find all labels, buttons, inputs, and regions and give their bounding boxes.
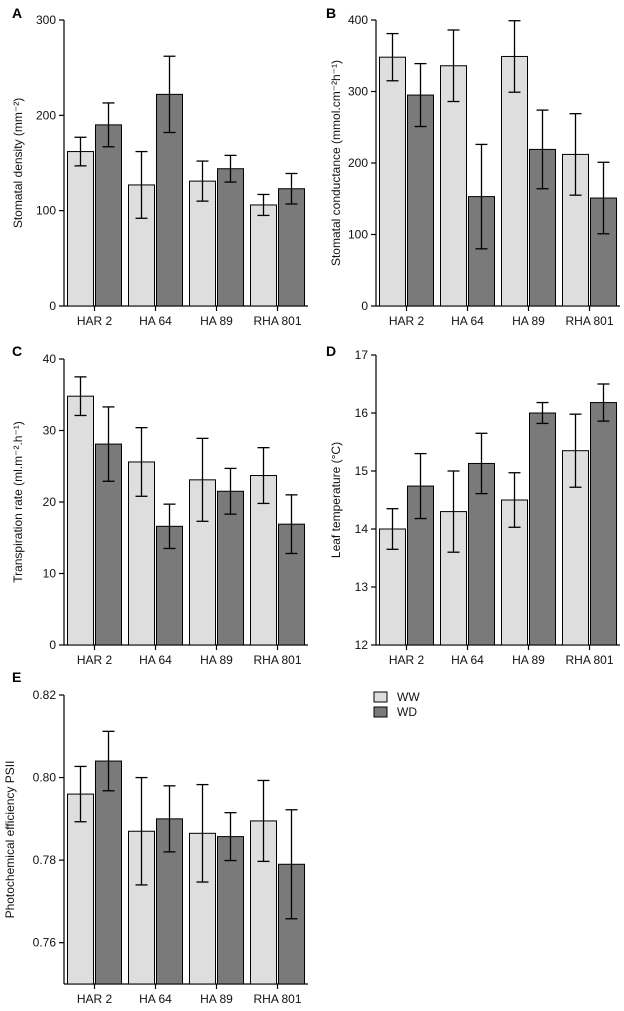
x-tick-label: HA 64 bbox=[451, 653, 484, 667]
x-tick-label: HA 64 bbox=[139, 653, 172, 667]
bar-wd bbox=[278, 188, 305, 307]
legend-swatch-ww bbox=[373, 691, 388, 703]
y-tick-label: 10 bbox=[43, 567, 57, 581]
panel-letter-d: D bbox=[326, 343, 336, 359]
bar-ww bbox=[189, 832, 216, 985]
legend-swatch-wd bbox=[373, 706, 388, 718]
chart-panel-c: C 0 10 20 30 40 Transpiration rate (ml.m⁻².h⁻¹… bbox=[11, 343, 308, 667]
bar-wd bbox=[217, 490, 244, 646]
y-tick-label: 0.80 bbox=[33, 771, 57, 785]
y-tick-label: 12 bbox=[355, 638, 369, 652]
y-tick-label: 200 bbox=[36, 108, 56, 122]
x-tick-label: HA 89 bbox=[512, 314, 545, 328]
y-axis-title: Stomatal density (mm⁻²) bbox=[11, 98, 25, 228]
chart-panel-a: A 0 100 200 300 Stomatal density (mm⁻²) HAR 2 H… bbox=[11, 5, 308, 328]
panel-letter-b: B bbox=[326, 5, 336, 21]
x-tick-label: RHA 801 bbox=[253, 992, 301, 1006]
bar-ww bbox=[67, 793, 94, 985]
panel-letter-e: E bbox=[12, 669, 21, 685]
bar-ww bbox=[128, 184, 155, 307]
y-axis-title: Transpiration rate (ml.m⁻².h⁻¹) bbox=[11, 421, 25, 583]
chart-panel-d: D 12 13 14 15 16 17 Leaf temperature (°C) HAR 2 H… bbox=[326, 343, 620, 667]
y-tick-label: 14 bbox=[355, 522, 369, 536]
x-tick-label: HA 64 bbox=[139, 314, 172, 328]
x-tick-label: HAR 2 bbox=[77, 314, 113, 328]
legend-label-wd: WD bbox=[397, 705, 417, 719]
y-tick-label: 0 bbox=[361, 299, 368, 313]
bar-wd bbox=[590, 402, 617, 646]
y-tick-label: 0 bbox=[49, 299, 56, 313]
x-tick-label: HA 89 bbox=[200, 314, 233, 328]
panel-letter-c: C bbox=[12, 343, 22, 359]
x-tick-label: HA 89 bbox=[200, 992, 233, 1006]
x-tick-label: HAR 2 bbox=[389, 653, 425, 667]
chart-panel-e: E 0.76 0.78 0.80 0.82 Photochemical efficienc… bbox=[3, 669, 308, 1006]
x-tick-label: HAR 2 bbox=[389, 314, 425, 328]
bar-wd bbox=[529, 412, 556, 646]
bar-wd bbox=[217, 168, 244, 307]
y-tick-label: 30 bbox=[43, 424, 57, 438]
x-tick-label: RHA 801 bbox=[565, 653, 613, 667]
x-tick-label: HA 89 bbox=[200, 653, 233, 667]
x-tick-label: HA 64 bbox=[139, 992, 172, 1006]
y-tick-label: 13 bbox=[355, 580, 369, 594]
bar-ww bbox=[501, 55, 528, 307]
bar-ww bbox=[250, 204, 277, 307]
y-tick-label: 20 bbox=[43, 495, 57, 509]
x-tick-label: RHA 801 bbox=[565, 314, 613, 328]
x-tick-label: HAR 2 bbox=[77, 992, 113, 1006]
bar-wd bbox=[95, 124, 122, 307]
y-tick-label: 40 bbox=[43, 352, 57, 366]
y-axis-title: Leaf temperature (°C) bbox=[329, 442, 343, 558]
bar-wd bbox=[95, 760, 122, 985]
x-tick-label: HA 64 bbox=[451, 314, 484, 328]
y-tick-label: 200 bbox=[348, 156, 368, 170]
x-tick-label: RHA 801 bbox=[253, 653, 301, 667]
y-axis-title: Stomatal conductance (mmol.cm⁻²h⁻¹) bbox=[329, 60, 343, 266]
y-tick-label: 0 bbox=[49, 638, 56, 652]
y-tick-label: 0.78 bbox=[33, 853, 57, 867]
y-tick-label: 15 bbox=[355, 464, 369, 478]
legend-label-ww: WW bbox=[397, 690, 420, 704]
chart-panel-b: B 0 100 200 300 400 Stomatal conductance (mmol… bbox=[326, 5, 620, 328]
bar-wd bbox=[156, 93, 183, 307]
y-tick-label: 300 bbox=[348, 85, 368, 99]
x-tick-label: HA 89 bbox=[512, 653, 545, 667]
x-tick-label: RHA 801 bbox=[253, 314, 301, 328]
bar-ww bbox=[67, 151, 94, 307]
y-tick-label: 100 bbox=[348, 228, 368, 242]
y-tick-label: 17 bbox=[355, 348, 369, 362]
x-tick-label: HAR 2 bbox=[77, 653, 113, 667]
bar-ww bbox=[67, 395, 94, 646]
y-tick-label: 0.82 bbox=[33, 688, 57, 702]
bar-wd bbox=[407, 94, 434, 307]
panel-letter-a: A bbox=[12, 5, 22, 21]
bar-ww bbox=[379, 56, 406, 307]
y-tick-label: 100 bbox=[36, 204, 56, 218]
y-axis-title: Photochemical efficiency PSII bbox=[3, 761, 17, 919]
y-tick-label: 300 bbox=[36, 13, 56, 27]
y-tick-label: 400 bbox=[348, 13, 368, 27]
legend: WW WD bbox=[373, 690, 420, 719]
y-tick-label: 0.76 bbox=[33, 936, 57, 950]
y-tick-label: 16 bbox=[355, 406, 369, 420]
